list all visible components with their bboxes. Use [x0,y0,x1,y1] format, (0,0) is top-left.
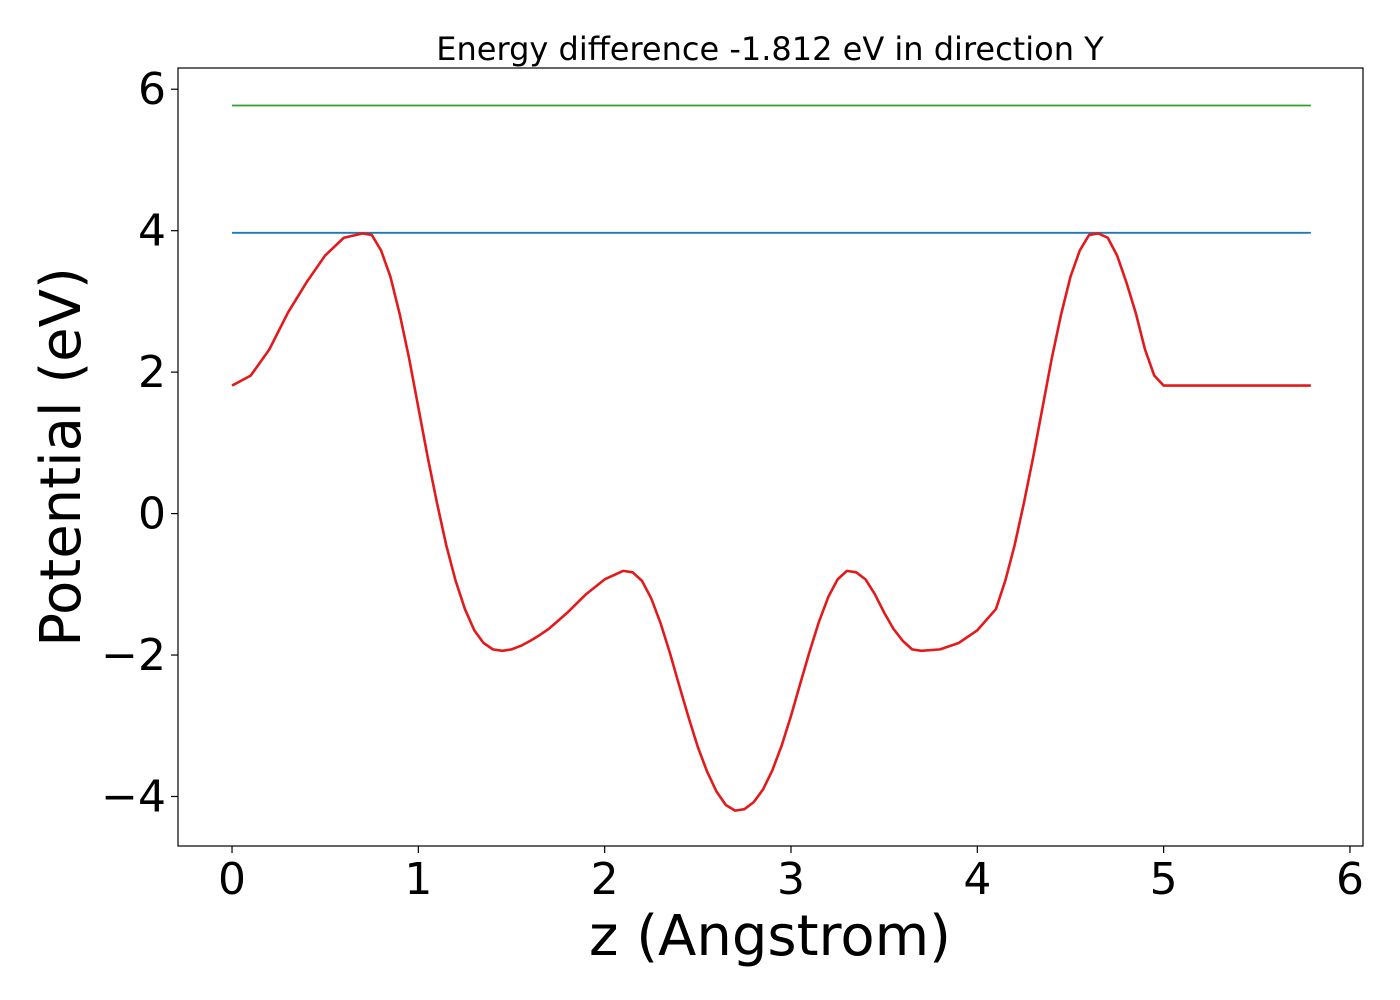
y-axis-title: Potential (eV) [29,267,94,647]
x-axis-ticks: 0 1 2 3 4 5 6 [218,846,1364,905]
y-tick-label: −2 [101,630,166,681]
chart-title: Energy difference -1.812 eV in direction… [436,30,1104,68]
y-tick-label: 4 [138,206,166,257]
x-axis-title: z (Angstrom) [589,904,951,969]
x-tick-label: 4 [963,854,991,905]
plot-area-frame [177,67,1364,847]
y-tick-label: −4 [101,771,166,822]
x-tick-label: 2 [591,854,619,905]
series-layer [231,104,1311,812]
x-tick-label: 3 [777,854,805,905]
y-tick-label: 0 [138,489,166,540]
y-tick-label: 6 [138,64,166,115]
series-line-potential [231,232,1311,812]
x-tick-label: 5 [1150,854,1178,905]
x-tick-label: 0 [218,854,246,905]
x-tick-label: 6 [1336,854,1364,905]
y-axis-ticks: −4 −2 0 2 4 6 [101,64,178,822]
x-tick-label: 1 [404,854,432,905]
y-tick-label: 2 [138,347,166,398]
